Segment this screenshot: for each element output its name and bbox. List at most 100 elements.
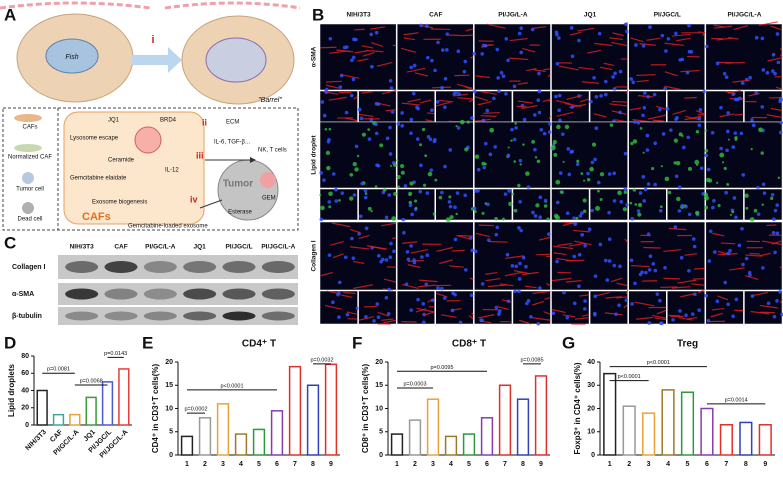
nucleus <box>370 64 374 69</box>
fiber <box>632 118 652 123</box>
nucleus <box>547 232 551 236</box>
nucleus <box>533 147 537 152</box>
fiber <box>582 313 590 317</box>
nucleus <box>598 242 603 247</box>
fiber <box>474 96 489 102</box>
fiber <box>383 278 397 283</box>
nucleus <box>719 105 723 110</box>
nucleus <box>756 185 760 190</box>
fiber <box>353 95 358 100</box>
droplet <box>629 201 633 205</box>
barrel-core <box>205 37 267 83</box>
droplet <box>466 120 470 124</box>
nucleus <box>704 293 709 298</box>
x-tick-label: 2 <box>413 461 417 468</box>
droplet <box>399 164 405 169</box>
nucleus <box>360 181 364 186</box>
nucleus <box>674 31 678 36</box>
droplet <box>576 159 580 163</box>
legend-label: Tumor cell <box>16 187 44 193</box>
nucleus <box>557 36 561 40</box>
label: "Barrel" <box>258 97 282 104</box>
fiber <box>361 90 374 94</box>
fiber <box>419 279 438 283</box>
step: iv <box>190 194 198 204</box>
nucleus <box>485 108 490 113</box>
nucleus <box>580 211 584 215</box>
nucleus <box>702 89 707 94</box>
fiber <box>482 44 494 47</box>
droplet <box>583 209 587 213</box>
droplet <box>448 195 452 199</box>
bar <box>719 424 733 456</box>
droplet <box>409 181 414 186</box>
icon <box>22 202 34 214</box>
fiber <box>435 101 451 107</box>
column-header: PI/JGC/L-A <box>261 244 295 251</box>
nucleus <box>440 286 444 291</box>
nucleus <box>630 302 634 306</box>
nucleus <box>724 75 729 79</box>
nucleus <box>381 190 386 195</box>
chart-title: CD4⁺ T <box>242 339 276 350</box>
nucleus <box>480 282 485 286</box>
fiber <box>439 99 454 103</box>
fiber <box>403 32 419 36</box>
fiber <box>615 119 628 123</box>
nucleus <box>375 302 380 306</box>
y-tick-label: 0 <box>591 452 595 459</box>
x-tick-label: 2 <box>627 461 631 468</box>
fiber <box>671 286 691 289</box>
fiber <box>748 92 760 97</box>
nucleus <box>698 108 703 112</box>
nucleus <box>770 193 775 197</box>
nucleus <box>652 92 657 97</box>
nucleus <box>613 71 617 76</box>
droplet <box>379 143 384 148</box>
nucleus <box>369 32 373 37</box>
fiber <box>531 26 547 29</box>
nucleus <box>480 52 484 56</box>
nucleus <box>448 148 453 152</box>
nucleus <box>443 296 447 300</box>
droplet <box>408 200 412 205</box>
nucleus <box>569 26 574 30</box>
droplet <box>704 205 708 210</box>
nucleus <box>396 122 401 126</box>
fiber <box>532 300 545 306</box>
nucleus <box>374 131 379 136</box>
droplet <box>324 127 328 131</box>
fiber <box>416 307 435 313</box>
fiber <box>325 304 342 310</box>
fiber <box>626 89 629 94</box>
nucleus <box>660 33 665 38</box>
droplet <box>367 206 372 211</box>
panel-label: G <box>562 333 575 352</box>
bar <box>288 365 302 456</box>
y-axis-label: Foxp3⁺ in CD4⁺ cells(%) <box>573 362 582 454</box>
nucleus <box>775 231 780 236</box>
fiber <box>668 314 681 317</box>
nucleus <box>350 236 354 241</box>
annotation: p=0.0085 <box>520 357 543 363</box>
nucleus <box>424 282 429 287</box>
bar <box>444 435 458 456</box>
nucleus <box>751 123 756 128</box>
fiber <box>638 95 653 98</box>
fiber <box>595 291 610 297</box>
fiber <box>415 308 427 313</box>
nucleus <box>430 298 435 303</box>
fiber <box>610 277 623 283</box>
nucleus <box>679 255 684 260</box>
nucleus <box>457 92 461 96</box>
nucleus <box>557 93 562 98</box>
droplet <box>326 165 331 171</box>
fiber <box>377 311 389 317</box>
nucleus <box>712 198 716 203</box>
nucleus <box>327 253 332 257</box>
fiber <box>556 111 574 117</box>
nucleus <box>551 311 556 316</box>
droplet <box>349 172 354 177</box>
nucleus <box>472 206 477 211</box>
fiber <box>354 28 365 31</box>
